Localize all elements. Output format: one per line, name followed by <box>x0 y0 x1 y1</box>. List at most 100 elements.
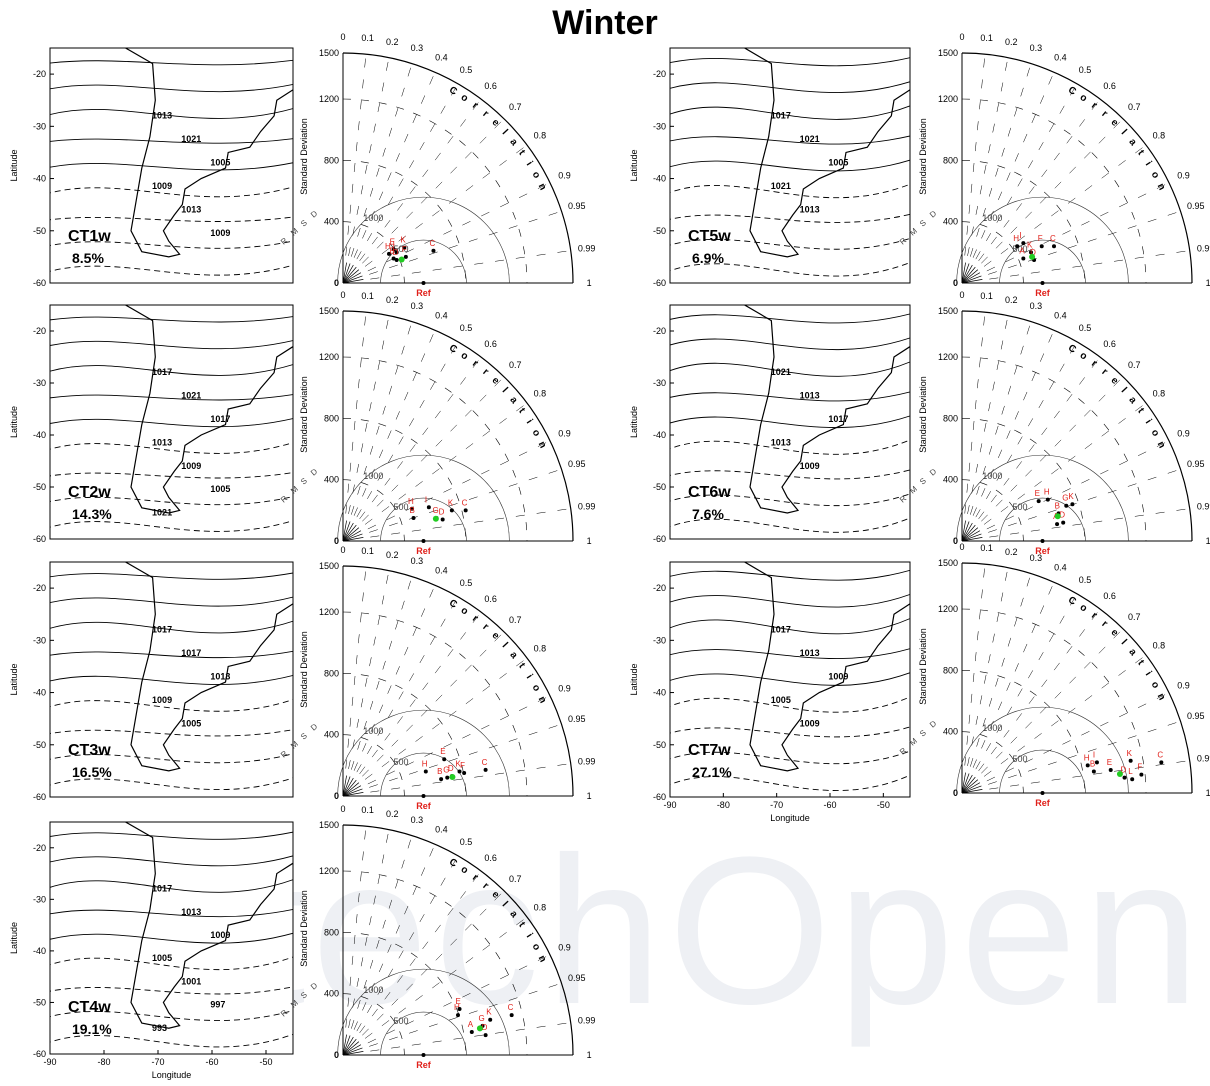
lat-tick-label: -40 <box>653 174 666 184</box>
isobar-line <box>50 855 293 867</box>
contour-map-3: -20 -30 -40 -50 -60 Latitude 1017 1017 1013 1009 1… <box>9 561 294 802</box>
correlation-ray <box>988 210 1181 275</box>
model-point <box>1029 250 1033 255</box>
lat-tick-label: -40 <box>33 174 46 184</box>
correlation-ray <box>362 631 505 777</box>
taylor-diagram-4: 0 0.1 0.20.30.40.50.60.70.80.90.950.991Cor… <box>279 804 595 1070</box>
correlation-ray <box>364 402 528 525</box>
model-point-label: K <box>448 498 454 507</box>
correlation-ray <box>364 916 528 1039</box>
origin-fan-line <box>342 527 360 542</box>
rmsd-title-letter: D <box>309 467 319 478</box>
rmsd-title-letter: M <box>289 998 300 1009</box>
correlation-ray <box>367 182 551 272</box>
correlation-tick-label: 0.3 <box>411 43 424 53</box>
isobar-label: 1005 <box>771 695 791 705</box>
isobar-label: 1009 <box>210 930 230 940</box>
lat-tick-label: -60 <box>653 792 666 802</box>
std-tick-label: 0 <box>953 278 958 288</box>
correlation-title-letter: n <box>536 954 549 964</box>
isobar-field <box>50 48 293 276</box>
model-point-label: B <box>1090 760 1095 769</box>
rmsd-title-letter: R <box>279 749 289 760</box>
rmsd-title-letter: R <box>898 746 908 757</box>
rmsd-arc <box>380 498 467 542</box>
correlation-tick-label: 0.99 <box>578 243 596 253</box>
correlation-title-letter: l <box>500 900 510 910</box>
model-point <box>509 1013 514 1018</box>
ensemble-mean-point <box>1116 771 1123 778</box>
correlation-ray <box>362 376 505 522</box>
rmsd-arc <box>956 706 1129 794</box>
correlation-ray <box>981 628 1124 774</box>
isobar-line <box>670 135 910 145</box>
correlation-tick-label: 0.2 <box>1005 547 1018 557</box>
std-tick-label: 800 <box>943 665 958 675</box>
model-point <box>387 251 391 256</box>
correlation-tick-label: 0.3 <box>411 556 424 566</box>
reference-point <box>1040 539 1045 543</box>
correlation-ray <box>983 402 1147 525</box>
isobar-line <box>50 418 293 428</box>
ensemble-mean-point <box>1054 513 1061 520</box>
origin-fan-line <box>342 524 357 542</box>
isobar-line <box>670 617 910 635</box>
lat-axis-label: Latitude <box>9 406 19 438</box>
correlation-ray <box>975 593 1078 770</box>
rmsd-title-letter: M <box>908 736 919 747</box>
correlation-ray <box>964 312 986 514</box>
model-point <box>442 757 447 762</box>
correlation-title-letter: l <box>500 386 510 396</box>
lat-tick-label: -30 <box>33 121 46 131</box>
rmsd-label: 500 <box>1012 244 1027 254</box>
rmsd-arc <box>337 454 510 542</box>
coastline <box>124 562 293 772</box>
isobar-line <box>50 240 293 249</box>
rmsd-arc <box>380 240 467 284</box>
model-point-label: I <box>1093 750 1095 759</box>
lat-tick-label: -30 <box>653 121 666 131</box>
correlation-title-letter: r <box>1089 100 1099 111</box>
correlation-tick-label: 0.4 <box>435 52 448 62</box>
correlation-title-letter: o <box>1149 428 1162 439</box>
correlation-ray <box>978 98 1101 262</box>
lat-tick-label: -50 <box>653 226 666 236</box>
correlation-tick-label: 0.4 <box>435 824 448 834</box>
correlation-ray <box>986 692 1170 782</box>
origin-fan-line <box>342 533 363 542</box>
correlation-tick-label: 0.2 <box>386 37 399 47</box>
correlation-tick-label: 0 <box>340 545 345 555</box>
correlation-title-letter: e <box>490 375 502 387</box>
isobar-line <box>50 620 293 634</box>
correlation-ray <box>369 210 562 275</box>
lat-tick-label: -60 <box>33 1049 46 1059</box>
panel-frequency: 19.1% <box>72 1021 112 1037</box>
model-point-label: H <box>422 759 428 768</box>
std-arc <box>961 98 1147 284</box>
correlation-tick-label: 0.7 <box>1128 612 1141 622</box>
origin-fan-line <box>961 266 976 284</box>
correlation-tick-label: 0.1 <box>361 33 374 43</box>
correlation-tick-label: 0.2 <box>386 295 399 305</box>
correlation-tick-label: 0.7 <box>509 615 522 625</box>
isobar-line <box>50 264 293 276</box>
model-point <box>402 245 407 250</box>
outer-arc <box>342 824 574 1056</box>
correlation-tick-label: 1 <box>1206 536 1210 546</box>
std-tick-label: 0 <box>334 536 339 546</box>
rmsd-title-letter: D <box>928 467 938 478</box>
correlation-ray <box>356 83 459 260</box>
model-point-label: H <box>454 1003 460 1012</box>
isobar-line <box>670 361 910 377</box>
correlation-tick-label: 0.95 <box>1187 201 1205 211</box>
isobar-label: 1021 <box>152 508 172 518</box>
origin-fan-line <box>961 527 979 542</box>
ensemble-mean-point <box>476 1025 483 1032</box>
correlation-ray <box>369 723 562 788</box>
correlation-ray <box>345 567 367 769</box>
panel-title: CT1w <box>68 228 111 245</box>
correlation-ray <box>369 982 562 1047</box>
model-point-label: I <box>393 240 395 249</box>
isobar-line <box>670 183 910 199</box>
rmsd-title-letter: D <box>309 981 319 992</box>
